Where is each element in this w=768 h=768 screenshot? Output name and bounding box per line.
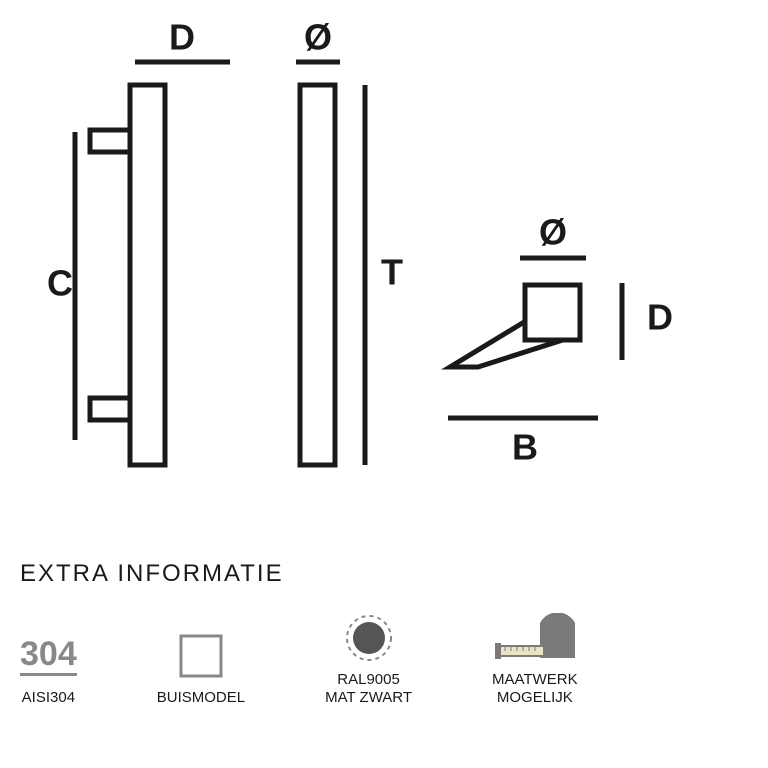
info-item-ral: RAL9005MAT ZWART [325, 613, 412, 707]
maat-label: MAATWERKMOGELIJK [492, 671, 578, 707]
info-item-aisi: 304 AISI304 [20, 631, 77, 707]
svg-text:D: D [169, 20, 195, 58]
aisi-label: AISI304 [22, 689, 75, 707]
info-section: EXTRA INFORMATIE 304 AISI304 BUISMODEL R… [20, 560, 748, 707]
circle-icon [344, 613, 394, 663]
aisi-icon: 304 [20, 631, 77, 681]
svg-text:T: T [381, 252, 403, 293]
info-title: EXTRA INFORMATIE [20, 560, 748, 588]
info-row: 304 AISI304 BUISMODEL RAL9005MAT ZWART [20, 613, 748, 707]
technical-diagram: D Ø C T Ø D B [20, 20, 748, 550]
info-item-buis: BUISMODEL [157, 631, 245, 707]
svg-text:C: C [47, 263, 73, 304]
svg-text:B: B [512, 427, 538, 468]
ral-label: RAL9005MAT ZWART [325, 671, 412, 707]
square-icon [178, 631, 224, 681]
svg-text:D: D [647, 297, 673, 338]
svg-text:Ø: Ø [304, 20, 332, 58]
svg-text:Ø: Ø [539, 212, 567, 253]
info-item-maat: MAATWERKMOGELIJK [492, 613, 578, 707]
diagram-svg: D Ø C T Ø D B [20, 20, 748, 550]
buis-label: BUISMODEL [157, 689, 245, 707]
tape-icon [495, 613, 575, 663]
